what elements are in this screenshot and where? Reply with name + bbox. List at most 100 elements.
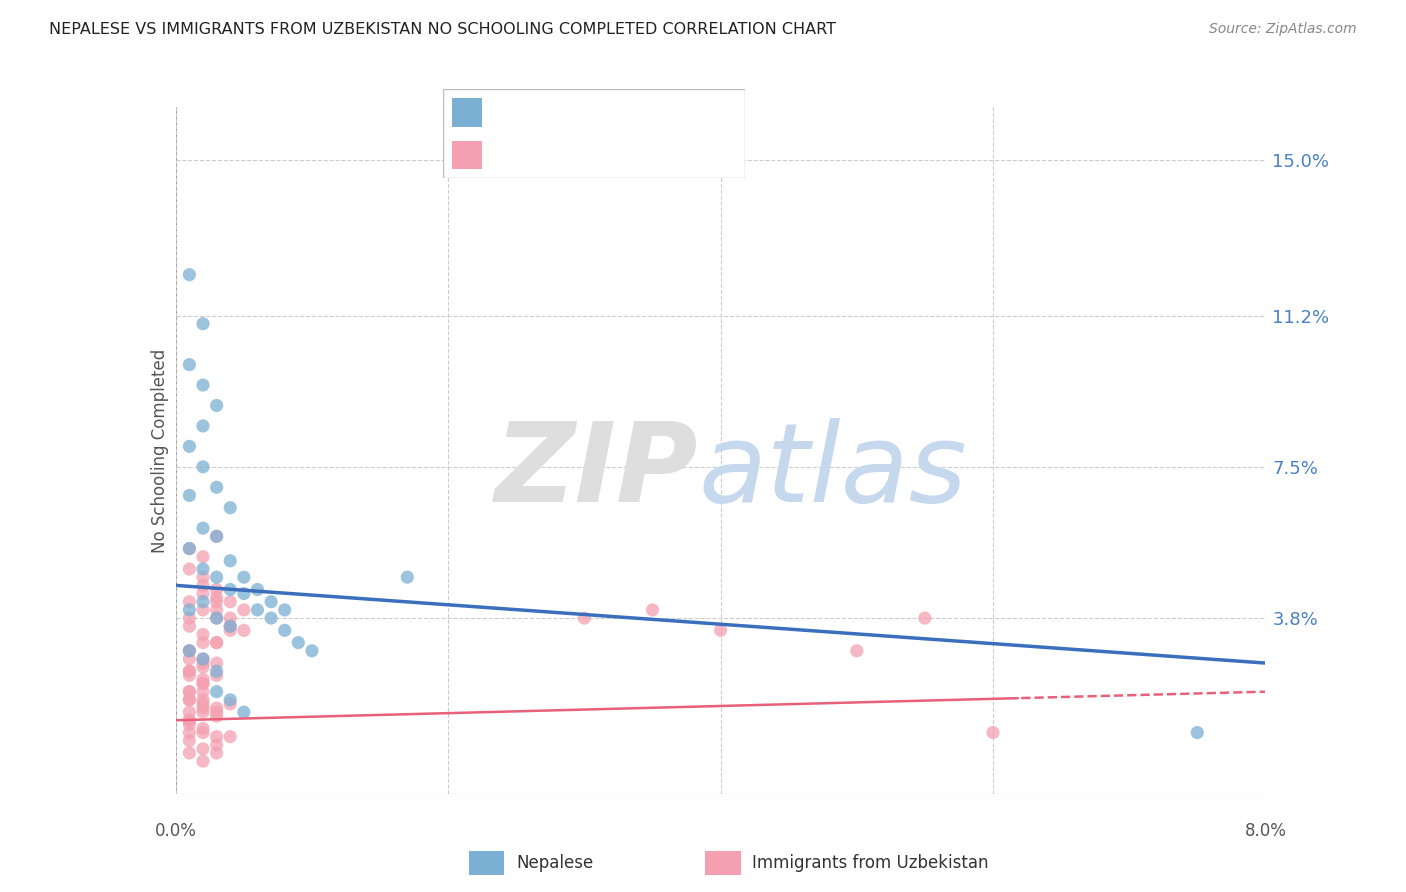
Text: N = 74: N = 74 (624, 146, 692, 164)
Point (179, 644, 201, 658)
Point (396, 570, 419, 584)
Point (574, 611, 596, 625)
Point (232, 570, 254, 584)
Point (191, 684, 214, 698)
Point (205, 738, 228, 752)
Text: Immigrants from Uzbekistan: Immigrants from Uzbekistan (752, 854, 988, 872)
Point (205, 635, 228, 649)
Point (274, 624, 297, 638)
Point (179, 652, 201, 666)
Point (191, 697, 214, 711)
Point (179, 746, 201, 760)
Point (179, 268, 201, 282)
Point (274, 603, 297, 617)
Point (191, 521, 214, 535)
Text: Nepalese: Nepalese (516, 854, 593, 872)
Point (179, 668, 201, 682)
Point (845, 644, 868, 658)
Point (179, 541, 201, 556)
Point (191, 673, 214, 687)
Bar (706, 851, 741, 875)
Point (191, 705, 214, 719)
Point (179, 684, 201, 698)
Point (179, 714, 201, 728)
Point (914, 611, 936, 625)
Point (205, 705, 228, 719)
Point (179, 693, 201, 707)
Point (191, 317, 214, 331)
Point (205, 684, 228, 698)
Point (219, 619, 242, 633)
Point (205, 529, 228, 543)
Point (191, 754, 214, 768)
Point (179, 562, 201, 576)
Point (179, 439, 201, 453)
Point (219, 624, 242, 638)
Point (205, 529, 228, 543)
FancyBboxPatch shape (443, 89, 745, 178)
Point (205, 668, 228, 682)
Point (179, 644, 201, 658)
Point (205, 399, 228, 413)
Point (179, 664, 201, 679)
Point (179, 595, 201, 609)
Point (219, 693, 242, 707)
Point (191, 570, 214, 584)
Point (205, 635, 228, 649)
Point (287, 635, 309, 649)
Point (205, 611, 228, 625)
Point (191, 652, 214, 666)
Point (191, 562, 214, 576)
Bar (451, 141, 482, 169)
Point (710, 624, 733, 638)
Text: ZIP: ZIP (495, 417, 699, 524)
Point (260, 611, 283, 625)
Point (981, 725, 1004, 739)
Point (179, 644, 201, 658)
Point (179, 725, 201, 739)
Point (179, 733, 201, 747)
Point (246, 582, 269, 597)
Point (205, 611, 228, 625)
Point (219, 595, 242, 609)
Point (191, 603, 214, 617)
Point (179, 693, 201, 707)
Point (232, 705, 254, 719)
Point (191, 676, 214, 690)
Point (260, 595, 283, 609)
Point (219, 554, 242, 568)
Point (179, 705, 201, 719)
Point (219, 500, 242, 515)
Point (191, 742, 214, 756)
Point (179, 611, 201, 625)
Point (205, 709, 228, 723)
Text: R = -0.156: R = -0.156 (491, 103, 588, 121)
Point (191, 586, 214, 600)
Text: NEPALESE VS IMMIGRANTS FROM UZBEKISTAN NO SCHOOLING COMPLETED CORRELATION CHART: NEPALESE VS IMMIGRANTS FROM UZBEKISTAN N… (49, 22, 837, 37)
Point (219, 697, 242, 711)
Point (191, 378, 214, 392)
Point (179, 488, 201, 502)
Point (205, 603, 228, 617)
Point (301, 644, 323, 658)
Point (179, 541, 201, 556)
Point (191, 652, 214, 666)
Point (219, 730, 242, 744)
Point (205, 570, 228, 584)
Point (641, 603, 664, 617)
Point (179, 684, 201, 698)
Point (191, 635, 214, 649)
Point (179, 664, 201, 679)
Point (205, 656, 228, 670)
Point (205, 664, 228, 679)
Point (191, 656, 214, 670)
Point (219, 619, 242, 633)
Point (1187, 725, 1209, 739)
Point (219, 611, 242, 625)
Point (191, 549, 214, 564)
Point (191, 627, 214, 641)
Point (232, 603, 254, 617)
Point (232, 624, 254, 638)
Point (205, 480, 228, 494)
Point (191, 660, 214, 674)
